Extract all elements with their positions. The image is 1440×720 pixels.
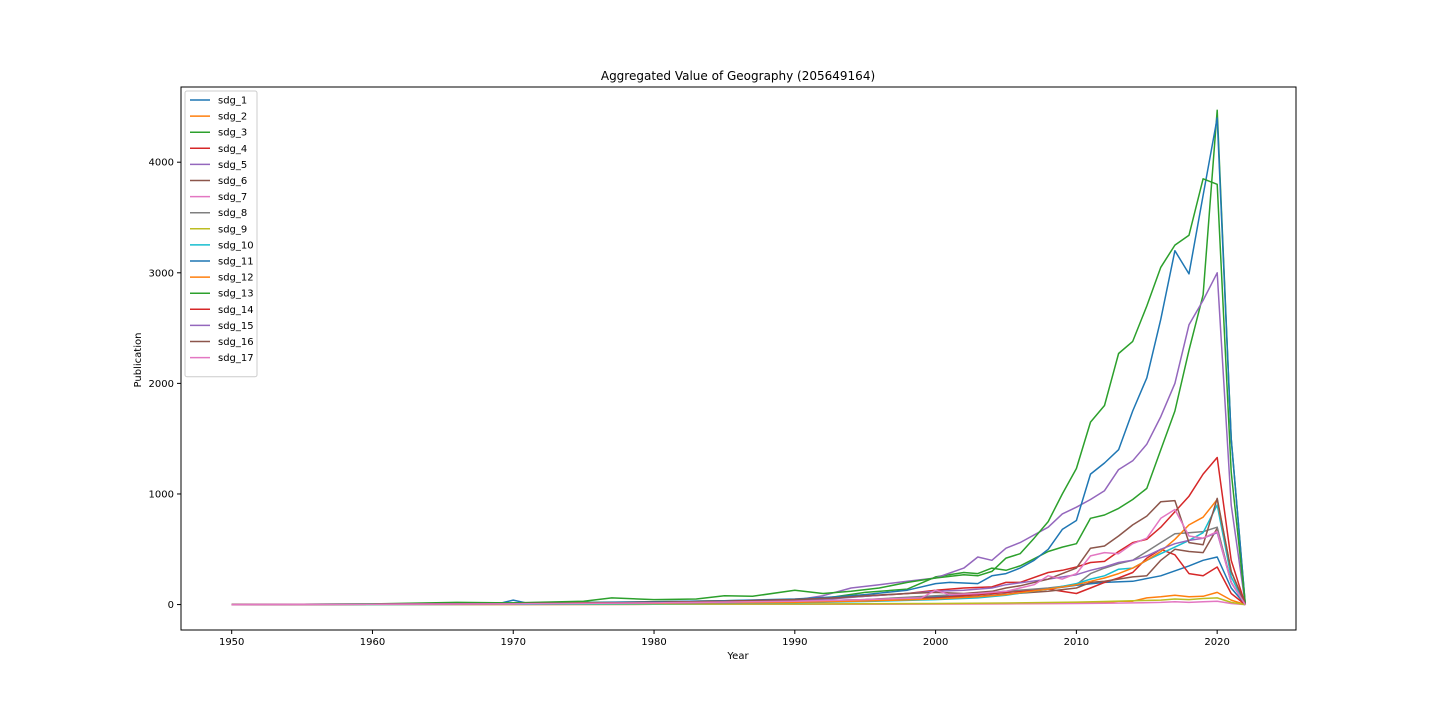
- legend-label: sdg_9: [218, 224, 247, 235]
- series-line-sdg-13: [231, 178, 1247, 606]
- series-line-sdg-6: [231, 527, 1246, 606]
- x-tick-label: 1960: [360, 637, 385, 648]
- series-line-sdg-12: [231, 498, 1246, 606]
- y-tick-label: 1000: [149, 489, 174, 500]
- x-tick-label: 1990: [782, 637, 807, 648]
- x-tick-label: 2020: [1204, 637, 1229, 648]
- chart-title: Aggregated Value of Geography (205649164…: [601, 69, 875, 83]
- legend-box: [184, 90, 258, 378]
- legend-label: sdg_6: [218, 176, 247, 187]
- legend-label: sdg_15: [218, 321, 254, 332]
- y-tick-label: 0: [168, 600, 174, 611]
- legend-label: sdg_8: [218, 208, 247, 219]
- legend-label: sdg_4: [218, 144, 247, 155]
- plot-frame: [180, 86, 1297, 631]
- legend-label: sdg_3: [218, 128, 247, 139]
- legend-label: sdg_5: [218, 160, 247, 171]
- x-axis: 1950 1960 1970 1980 1990 2000 2010 2020: [219, 630, 1230, 648]
- legend-label: sdg_12: [218, 273, 254, 284]
- legend: sdg_1 sdg_2 sdg_3 sdg_4 sdg_5 sdg_6 sdg_7 sdg_8…: [184, 90, 258, 378]
- plot-lines: [231, 109, 1247, 606]
- x-tick-label: 1970: [501, 637, 526, 648]
- y-tick-label: 3000: [149, 268, 174, 279]
- legend-label: sdg_10: [218, 240, 254, 251]
- series-line-sdg-3: [231, 109, 1247, 606]
- y-axis-label: Publication: [133, 333, 144, 388]
- x-tick-label: 2010: [1064, 637, 1089, 648]
- legend-label: sdg_1: [218, 96, 247, 107]
- series-line-sdg-16: [231, 497, 1246, 606]
- legend-label: sdg_16: [218, 337, 254, 348]
- legend-label: sdg_7: [218, 192, 247, 203]
- x-tick-label: 2000: [923, 637, 948, 648]
- series-line-sdg-8: [231, 526, 1246, 606]
- series-line-sdg-17: [231, 508, 1246, 606]
- legend-label: sdg_17: [218, 353, 254, 364]
- legend-label: sdg_11: [218, 257, 254, 268]
- x-axis-label: Year: [726, 651, 749, 662]
- y-tick-label: 4000: [149, 158, 174, 169]
- legend-label: sdg_2: [218, 112, 247, 123]
- legend-label: sdg_14: [218, 305, 254, 316]
- legend-label: sdg_13: [218, 289, 254, 300]
- series-line-sdg-9: [231, 597, 1246, 606]
- x-tick-label: 1950: [219, 637, 244, 648]
- series-line-sdg-11: [231, 117, 1247, 606]
- series-line-sdg-15: [231, 531, 1246, 606]
- y-tick-label: 2000: [149, 379, 174, 390]
- y-axis: 0 1000 2000 3000 4000: [149, 158, 181, 611]
- x-tick-label: 1980: [641, 637, 666, 648]
